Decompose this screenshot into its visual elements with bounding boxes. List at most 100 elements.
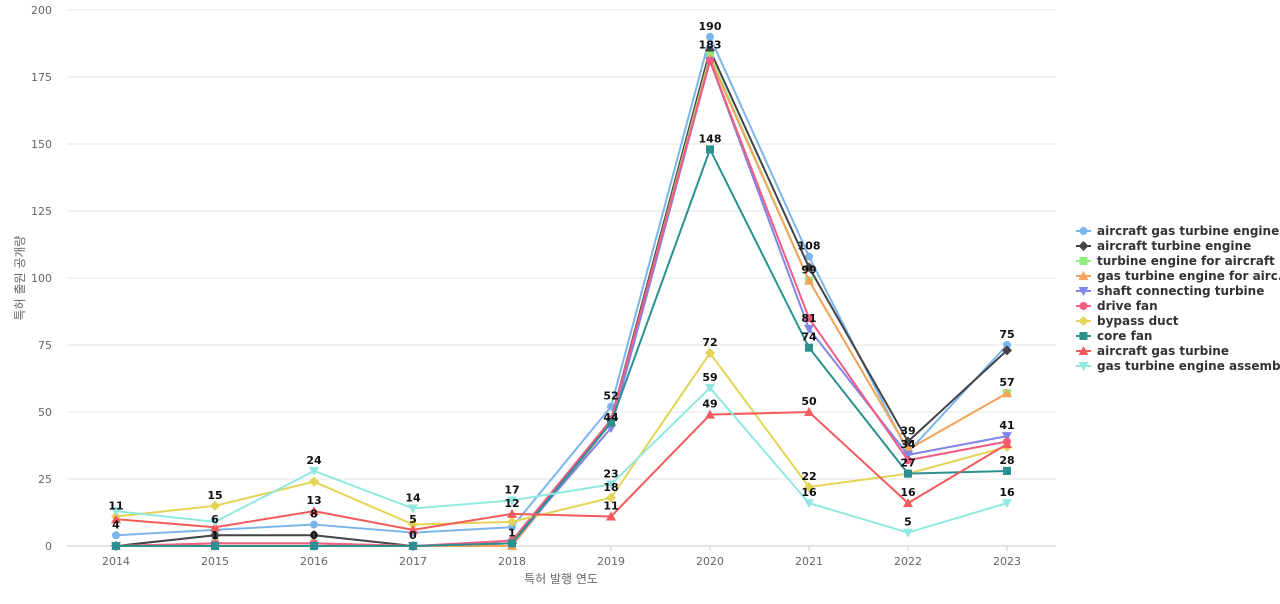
data-point <box>309 466 319 476</box>
data-label: 22 <box>801 470 816 483</box>
data-point <box>210 500 220 511</box>
gridlines <box>67 9 1056 547</box>
series-line <box>115 411 1008 531</box>
data-label: 1 <box>508 526 516 539</box>
data-point <box>706 145 714 154</box>
data-label: 99 <box>801 264 816 277</box>
data-point <box>705 409 715 419</box>
data-point <box>408 504 418 514</box>
legend-item[interactable]: gas turbine engine for airc... <box>1076 269 1280 283</box>
data-label: 50 <box>801 395 817 408</box>
data-label: 41 <box>999 419 1014 432</box>
data-point <box>507 496 517 506</box>
legend-label: aircraft turbine engine <box>1097 239 1251 253</box>
data-label: 13 <box>306 494 321 507</box>
y-tick-label: 125 <box>31 205 52 218</box>
data-point <box>111 514 121 524</box>
data-point <box>1002 499 1012 509</box>
data-point <box>508 523 516 532</box>
legend-item[interactable]: aircraft turbine engine <box>1076 239 1251 253</box>
data-point <box>507 508 517 518</box>
x-tick-label: 2023 <box>993 555 1021 568</box>
data-point <box>706 56 714 65</box>
data-point <box>211 542 219 550</box>
x-tick-label: 2017 <box>399 555 427 568</box>
data-label: 8 <box>310 508 318 521</box>
legend-label: core fan <box>1097 329 1152 343</box>
x-tick-label: 2019 <box>597 555 625 568</box>
legend-label: gas turbine engine for airc... <box>1097 269 1280 283</box>
x-tick-label: 2022 <box>894 555 922 568</box>
data-point <box>904 469 912 478</box>
data-label: 17 <box>504 483 519 496</box>
legend-marker <box>1078 241 1089 251</box>
data-point <box>210 517 220 527</box>
y-tick-label: 50 <box>38 406 52 419</box>
data-point <box>805 314 813 323</box>
data-point <box>309 506 319 516</box>
data-point <box>606 492 616 503</box>
data-point <box>1002 345 1012 356</box>
data-point <box>111 507 121 517</box>
legend-item[interactable]: shaft connecting turbine <box>1076 284 1264 298</box>
legend-label: turbine engine for aircraft <box>1097 254 1275 268</box>
data-point <box>1002 439 1012 449</box>
legend-marker <box>1078 287 1089 296</box>
legend-marker <box>1078 362 1089 371</box>
x-tick-label: 2020 <box>696 555 724 568</box>
data-label: 57 <box>999 376 1014 389</box>
data-label: 34 <box>900 438 916 451</box>
series-line <box>115 352 1008 526</box>
x-tick-label: 2021 <box>795 555 823 568</box>
legend-item[interactable]: core fan <box>1076 329 1152 343</box>
series-9 <box>111 407 1012 534</box>
data-point <box>309 476 319 487</box>
legend-item[interactable]: aircraft gas turbine engine <box>1076 224 1279 238</box>
legend-marker <box>1078 316 1089 326</box>
series-1 <box>112 32 1011 540</box>
data-label: 15 <box>207 489 222 502</box>
legend-label: aircraft gas turbine engine <box>1097 224 1279 238</box>
data-point <box>706 32 714 41</box>
data-label: 72 <box>702 336 717 349</box>
legend-marker <box>1079 257 1088 265</box>
series-line <box>116 59 1008 547</box>
data-label: 0 <box>409 529 417 542</box>
legend-item[interactable]: bypass duct <box>1076 314 1179 328</box>
data-label: 16 <box>999 486 1015 499</box>
data-label: 75 <box>999 328 1014 341</box>
legend-marker <box>1079 332 1088 340</box>
legend-marker <box>1078 271 1089 280</box>
data-label: 28 <box>999 454 1014 467</box>
data-point <box>408 519 418 530</box>
x-axis-title: 특허 발행 연도 <box>524 571 598 586</box>
data-point <box>309 530 319 541</box>
data-point <box>804 262 814 273</box>
data-label: 59 <box>702 371 717 384</box>
data-point <box>705 348 715 359</box>
data-point <box>904 456 912 465</box>
data-label: 16 <box>801 486 817 499</box>
y-tick-label: 75 <box>38 339 52 352</box>
data-label: 23 <box>603 467 618 480</box>
data-label: 4 <box>112 518 120 531</box>
legend-item[interactable]: aircraft gas turbine <box>1076 344 1229 358</box>
data-label: 52 <box>603 390 618 403</box>
data-point <box>1003 341 1011 349</box>
data-point <box>1002 432 1012 442</box>
legend-item[interactable]: drive fan <box>1076 299 1158 313</box>
data-label: 49 <box>702 398 717 411</box>
legend-item[interactable]: turbine engine for aircraft <box>1076 254 1275 268</box>
data-label: 108 <box>798 240 821 253</box>
data-point <box>805 343 813 352</box>
legend-label: gas turbine engine assembly <box>1097 359 1280 373</box>
legend-item[interactable]: gas turbine engine assembly <box>1076 359 1280 373</box>
legend-marker <box>1078 346 1089 355</box>
y-tick-label: 200 <box>31 4 52 17</box>
data-point <box>804 407 814 416</box>
data-point <box>310 542 318 550</box>
data-label: 11 <box>108 500 123 513</box>
data-point <box>903 528 913 538</box>
x-tick-label: 2018 <box>498 555 526 568</box>
